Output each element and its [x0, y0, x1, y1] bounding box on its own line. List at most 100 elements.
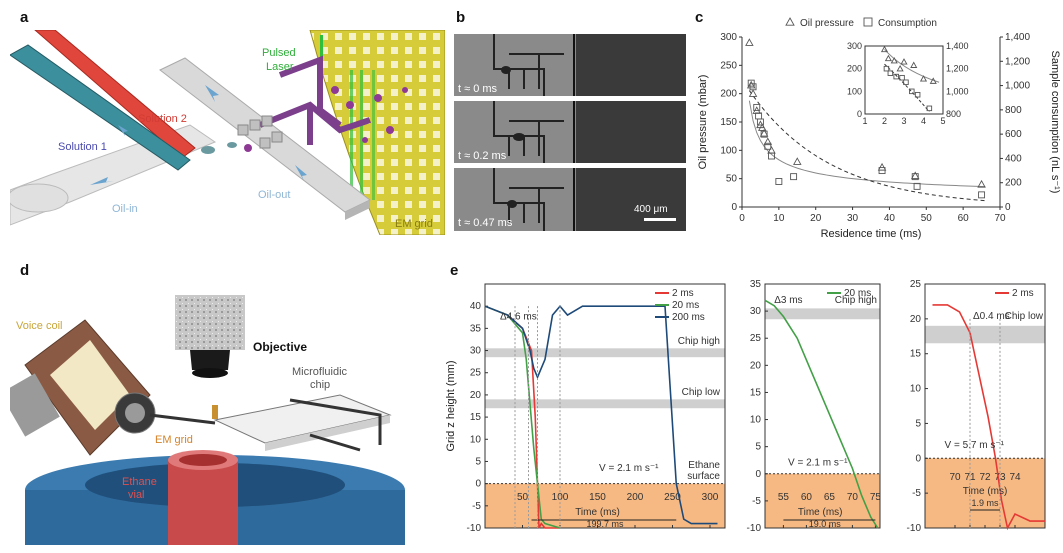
chart-e3-y-tick-label: -5: [912, 488, 921, 499]
chart-e1-legend-label: 200 ms: [672, 312, 705, 323]
c-point-consumption: [749, 83, 757, 91]
chart-e1-y-tick-label: -5: [472, 501, 481, 512]
chart-e2-frame: [764, 283, 881, 529]
c-inset-point-consumption: [909, 88, 915, 95]
c-ylabel: Oil pressure (mbar): [697, 75, 709, 170]
chart-e1-y-tick-label: 30: [470, 346, 482, 357]
chart-e1-x-tick-label: 150: [589, 492, 606, 503]
chart-e2-y-tick-label: 30: [750, 306, 762, 317]
chart-e3-series-0: [932, 304, 1045, 531]
c-inset-point-consumption: [893, 73, 899, 80]
label-solution1: Solution 1: [58, 141, 107, 153]
c-inset-point-oil: [900, 58, 908, 65]
label-pulsed: Pulsed: [262, 47, 296, 59]
c-y-tick-label: 100: [720, 145, 737, 156]
c-point-consumption: [764, 142, 772, 150]
e2-duration: 19.0 ms: [809, 519, 842, 529]
chart-e-main: 50 100 150 200 250 300 -10 -5 0 5 10 15 20 25 30 35 40 2 …: [445, 283, 726, 534]
c-point-oil: [745, 38, 754, 46]
c-point-consumption: [768, 152, 775, 160]
c-inset-y2-tick-label: 1,200: [946, 64, 969, 74]
objective-body: [175, 295, 245, 350]
frame-1: t ≈ 0 ms: [454, 34, 686, 96]
c-x-tick-label: 20: [810, 213, 822, 224]
c-inset-point-consumption: [899, 74, 905, 81]
e2-delta: Δ3 ms: [774, 295, 802, 306]
chart-e2-y-tick-label: 10: [750, 415, 762, 426]
chart-e1-legend-label: 20 ms: [672, 300, 699, 311]
c-xlabel: Residence time (ms): [821, 228, 922, 240]
c-inset-point-oil: [910, 61, 918, 68]
chart-e2-y-tick-label: 20: [750, 360, 762, 371]
chart-e3-chip-band: [925, 325, 1045, 344]
c-inset-y2-tick-label: 1,400: [946, 41, 969, 51]
chart-e2-ethane-region: [765, 473, 880, 528]
c-y-tick-label: 300: [720, 32, 737, 43]
e1-xlabel: Time (ms): [575, 507, 620, 518]
frame-3: t ≈ 0.47 ms 400 μm: [454, 168, 686, 231]
chart-e3-y-tick-label: 0: [915, 453, 921, 464]
solution1-tube: [10, 44, 191, 171]
chart-e2-x-tick-label: 55: [778, 492, 790, 503]
merged-droplets: [201, 142, 237, 154]
mixing-blocks: [237, 115, 283, 149]
chart-e2-y-tick-label: 25: [750, 333, 762, 344]
c-x-tick-label: 30: [847, 213, 859, 224]
c-point-consumption: [756, 118, 764, 126]
label-em-grid: EM grid: [395, 218, 433, 230]
c-inset-point-consumption: [903, 79, 909, 86]
c-point-consumption: [913, 182, 921, 190]
chart-e3-x-tick-label: 74: [1009, 472, 1021, 483]
e3-duration: 1.9 ms: [971, 498, 999, 508]
c-x-tick-label: 50: [921, 213, 933, 224]
scale-bar: [644, 218, 676, 221]
chart-e2-legend-label: 20 ms: [844, 288, 871, 299]
panel-b-micrographs: t ≈ 0 ms t ≈ 0.2 ms t ≈ 0.47 ms 400 μm: [454, 34, 686, 231]
c-y2-tick-label: 1,400: [1005, 32, 1030, 43]
chart-e1-x-tick-label: 250: [664, 492, 681, 503]
chart-e1-x-tick-label: 100: [552, 492, 569, 503]
c-legend-oil: Oil pressure: [800, 18, 854, 29]
e2-chip-high: Chip high: [835, 295, 877, 306]
e2-velocity: V = 2.1 m s⁻¹: [788, 458, 848, 469]
chart-e1-y-tick-label: 5: [475, 456, 481, 467]
c-inset-x-tick-label: 5: [940, 116, 945, 126]
c-inset-point-oil: [896, 64, 904, 72]
c-inset-x-tick-label: 4: [921, 116, 926, 126]
chart-e3-y-tick-label: 5: [915, 418, 921, 429]
panel-a-schematic: Solution 2 Solution 1 Oil-in Oil-out Pul…: [10, 30, 445, 235]
e1-surface: surface: [687, 471, 720, 482]
c-inset-x-tick-label: 3: [901, 116, 906, 126]
panel-label-c: c: [695, 9, 704, 26]
c-inset-point-consumption: [887, 70, 894, 76]
chart-e1-y-tick-label: 40: [470, 301, 482, 312]
c-y2-tick-label: 1,200: [1005, 56, 1030, 67]
chart-e3-y-tick-label: 20: [910, 314, 922, 325]
c-point-oil: [759, 128, 769, 137]
c-point-consumption: [775, 178, 783, 185]
chart-e1-x-tick-label: 50: [517, 492, 529, 503]
chart-e-20ms: 55 60 65 70 75 -10 -5 0 5 10 15 20 25 30 35 20 ms Time (…: [747, 279, 882, 534]
solution2-tube: [34, 30, 196, 159]
label-oil-in: Oil-in: [112, 203, 138, 215]
c-inset-point-oil: [919, 75, 928, 82]
c-point-consumption: [747, 79, 755, 87]
label-objective: Objective: [253, 340, 307, 354]
frame1-time: t ≈ 0 ms: [458, 83, 498, 95]
label-em-grid-d: EM grid: [155, 434, 193, 446]
chart-e2-y-tick-label: -5: [752, 496, 761, 507]
c-x-tick-label: 60: [958, 213, 970, 224]
label-voice-coil: Voice coil: [16, 320, 62, 332]
panel-label-b: b: [456, 9, 466, 26]
c-point-oil: [977, 179, 986, 188]
chart-e2-x-tick-label: 60: [801, 492, 813, 503]
panel-label-a: a: [20, 9, 29, 26]
c-point-consumption: [911, 173, 919, 181]
chart-e1-frame: [484, 283, 726, 529]
chart-e1-y-tick-label: 25: [470, 368, 482, 379]
c-x-tick-label: 0: [739, 213, 745, 224]
c-inset-point-oil: [890, 57, 898, 64]
c-point-consumption: [878, 167, 886, 175]
chart-e3-y-tick-label: 15: [910, 349, 922, 360]
c-inset-point-consumption: [883, 65, 890, 72]
